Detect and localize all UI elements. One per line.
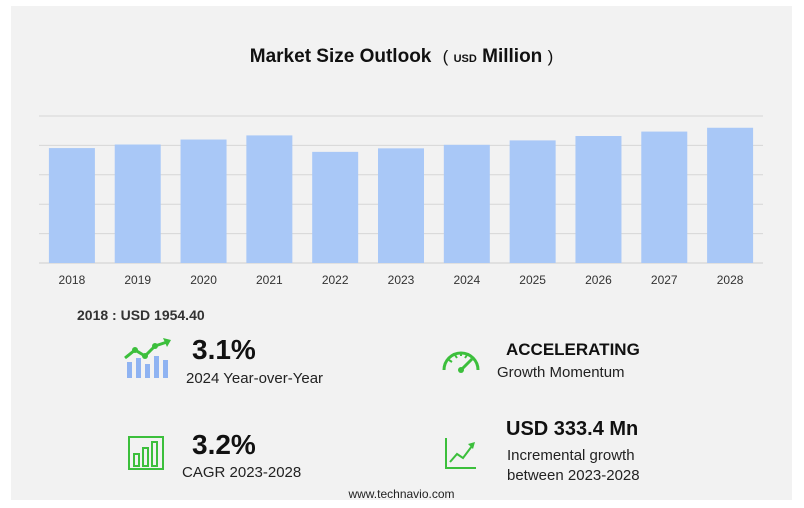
x-tick-label: 2026: [585, 273, 612, 287]
bar-2024: [443, 144, 490, 263]
x-tick-label: 2028: [717, 273, 744, 287]
x-tick-label: 2023: [388, 273, 415, 287]
chart-title: Market Size Outlook ( USD Million ): [11, 46, 792, 68]
title-paren-open: (: [442, 47, 449, 66]
title-paren-close: ): [547, 47, 554, 66]
bar-2019: [114, 144, 161, 263]
cagr-value: 3.2%: [192, 429, 256, 460]
yoy-value: 3.1%: [192, 334, 256, 365]
bar-2021: [246, 135, 293, 263]
cagr-label: CAGR 2023-2028: [182, 464, 302, 481]
chart-panel: Market Size Outlook ( USD Million ) 2018…: [11, 6, 792, 501]
incremental-label-line1: Incremental growth: [507, 447, 635, 464]
momentum-value: ACCELERATING: [506, 340, 640, 359]
x-tick-label: 2024: [453, 273, 480, 287]
momentum-label: Growth Momentum: [497, 364, 625, 381]
incremental-value: USD 333.4 Mn: [506, 418, 639, 440]
x-tick-label: 2020: [190, 273, 217, 287]
bar-2025: [509, 140, 556, 263]
x-tick-label: 2019: [124, 273, 151, 287]
bar-2022: [312, 151, 359, 263]
bar-2028: [707, 127, 754, 263]
x-tick-label: 2022: [322, 273, 349, 287]
bar-chart: 2018 2019 2020 2021 2022 2023 2024 2025 2026 2027…: [39, 115, 763, 287]
speedometer-icon: [442, 351, 480, 373]
bar-2027: [641, 131, 688, 263]
title-unit-word: Million: [482, 46, 543, 67]
bar-2018: [48, 148, 95, 263]
bar-2020: [180, 139, 227, 263]
x-tick-label: 2021: [256, 273, 283, 287]
bar-growth-icon: [128, 436, 164, 470]
x-tick-label: 2027: [651, 273, 678, 287]
x-tick-label: 2018: [59, 273, 86, 287]
bar-2023: [378, 148, 424, 263]
trend-chart-icon: [124, 338, 171, 378]
title-unit: USD: [453, 53, 477, 65]
footer-url: www.technavio.com: [348, 487, 455, 501]
x-tick-label: 2025: [519, 273, 546, 287]
yoy-label: 2024 Year-over-Year: [186, 370, 324, 387]
bar-2026: [575, 135, 622, 263]
incremental-label-line2: between 2023-2028: [507, 467, 640, 484]
baseline-value: 2018 : USD 1954.40: [77, 307, 205, 323]
chart-title-main: Market Size Outlook: [249, 46, 432, 67]
line-growth-icon: [445, 438, 476, 469]
